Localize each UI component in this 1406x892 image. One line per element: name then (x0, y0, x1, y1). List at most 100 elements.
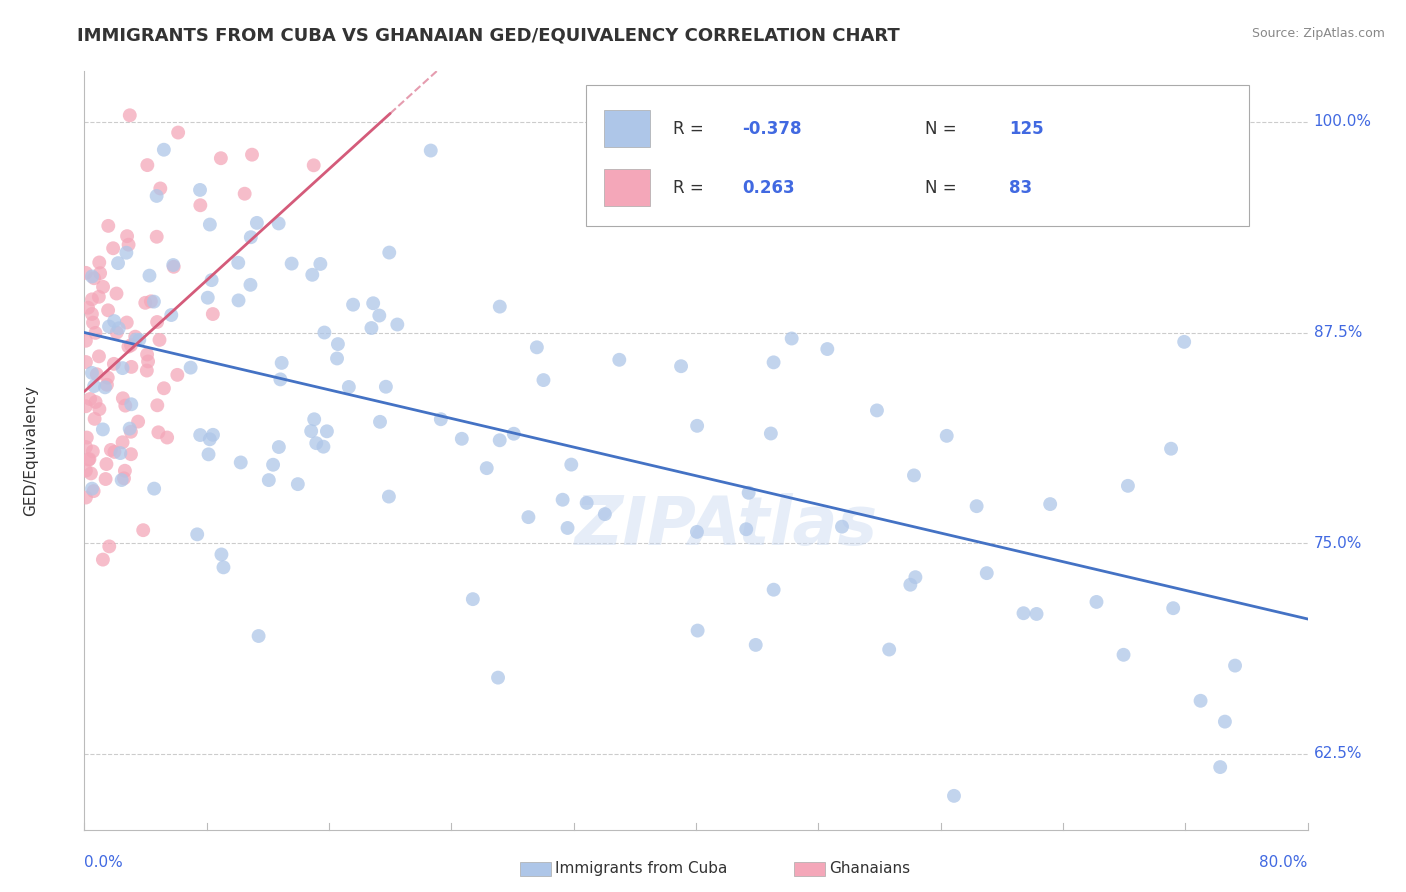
Point (387, 318, 409, 332)
Point (75, 266, 97, 280)
Point (145, 229, 167, 244)
Point (103, 445, 125, 459)
Point (247, 629, 270, 643)
Point (136, 158, 159, 172)
Point (86, 368, 108, 382)
Bar (605, 110, 650, 147)
Point (138, 268, 160, 283)
Point (593, 507, 616, 521)
Point (488, 300, 510, 314)
Point (1039, 497, 1062, 511)
Text: IMMIGRANTS FROM CUBA VS GHANAIAN GED/EQUIVALENCY CORRELATION CHART: IMMIGRANTS FROM CUBA VS GHANAIAN GED/EQU… (77, 27, 900, 45)
Text: Immigrants from Cuba: Immigrants from Cuba (555, 862, 728, 876)
FancyBboxPatch shape (586, 85, 1250, 227)
Point (76, 431, 98, 445)
Point (80, 366, 103, 380)
Point (120, 397, 142, 411)
Point (368, 309, 391, 323)
Point (83, 412, 105, 426)
Point (160, 308, 183, 322)
Point (75, 464, 97, 478)
Point (560, 458, 582, 472)
Point (80, 307, 103, 321)
Point (89, 255, 111, 269)
Text: N =: N = (925, 178, 957, 196)
Point (98, 540, 121, 554)
Point (1116, 479, 1139, 493)
Point (115, 229, 138, 244)
Point (117, 237, 139, 252)
Point (898, 578, 921, 592)
Point (114, 399, 136, 413)
Point (79, 452, 101, 467)
Point (419, 144, 441, 158)
Point (1025, 607, 1047, 621)
Point (139, 294, 162, 309)
Point (118, 108, 141, 122)
Point (316, 425, 339, 439)
Point (105, 326, 128, 340)
Point (314, 326, 336, 340)
Point (75, 399, 97, 413)
Point (280, 257, 302, 271)
Point (97, 370, 120, 384)
Point (100, 442, 122, 457)
Point (97, 219, 120, 233)
Point (91, 422, 114, 436)
Point (118, 421, 141, 435)
Point (98, 319, 121, 334)
Text: 87.5%: 87.5% (1313, 325, 1362, 340)
Point (87, 290, 110, 304)
Point (103, 314, 125, 328)
Point (1012, 606, 1035, 620)
Point (762, 582, 785, 597)
Text: Ghanaians: Ghanaians (830, 862, 911, 876)
Point (904, 570, 927, 584)
Point (312, 440, 335, 454)
Point (84, 326, 107, 340)
Point (430, 412, 453, 426)
Point (188, 183, 211, 197)
Point (966, 499, 988, 513)
Point (342, 298, 364, 312)
Point (105, 286, 128, 301)
Point (976, 566, 998, 581)
Point (737, 485, 759, 500)
Point (326, 337, 349, 351)
Point (94, 380, 117, 394)
Point (780, 331, 803, 345)
Point (368, 415, 391, 429)
Point (136, 354, 159, 368)
Point (188, 198, 211, 212)
Point (299, 424, 322, 438)
Text: 100.0%: 100.0% (1313, 114, 1372, 129)
Point (80, 293, 103, 307)
Point (197, 447, 219, 461)
Point (120, 359, 142, 374)
Point (361, 296, 384, 310)
Point (246, 216, 269, 230)
Point (309, 257, 332, 271)
Point (866, 403, 889, 417)
Point (209, 548, 232, 562)
Point (89, 266, 111, 280)
Point (148, 425, 170, 440)
Point (75, 440, 97, 454)
Point (229, 455, 252, 469)
Point (305, 436, 328, 450)
Point (186, 527, 208, 541)
Point (166, 368, 188, 382)
Point (301, 268, 323, 282)
Point (526, 340, 548, 354)
Text: N =: N = (925, 120, 957, 137)
Point (228, 293, 250, 308)
Point (134, 295, 156, 310)
Point (135, 363, 157, 377)
Point (128, 333, 150, 347)
Point (91, 280, 114, 294)
Point (148, 333, 170, 347)
Point (83, 271, 105, 285)
Point (1223, 658, 1246, 673)
Point (120, 338, 142, 352)
Point (209, 151, 232, 165)
